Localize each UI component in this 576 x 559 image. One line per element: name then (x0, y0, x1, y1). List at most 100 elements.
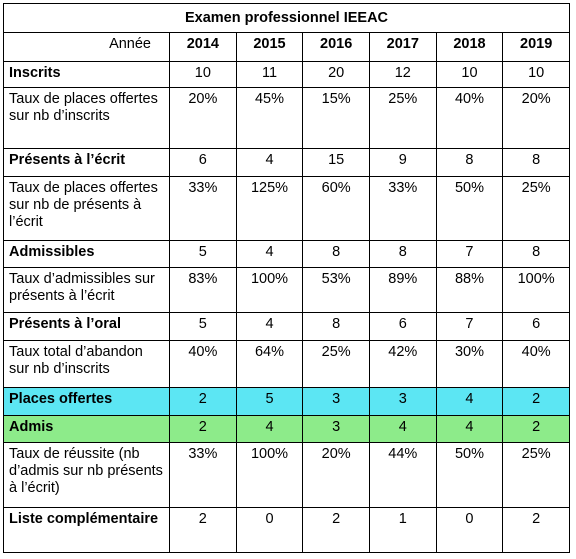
cell-value: 44% (368, 442, 437, 508)
cell-value: 10 (169, 61, 237, 88)
cell-value: 25% (502, 176, 570, 241)
cell-value: 50% (435, 176, 504, 241)
cell-value: 42% (368, 340, 437, 388)
header-row: Année 2014 2015 2016 2017 2018 2019 (3, 32, 570, 62)
table-row: Admissibles 5 4 8 8 7 8 (3, 240, 570, 268)
cell-value: 50% (435, 442, 504, 508)
cell-value: 33% (169, 442, 237, 508)
table-row: Taux de places offertes sur nb d’inscrit… (3, 87, 570, 149)
table-title: Examen professionnel IEEAC (3, 3, 570, 33)
cell-value: 100% (235, 442, 304, 508)
cell-value: 5 (169, 312, 237, 341)
cell-value: 20% (502, 87, 570, 149)
cell-value: 8 (435, 148, 504, 177)
cell-value: 4 (435, 387, 504, 416)
year-header: 2019 (502, 32, 570, 62)
year-header: 2015 (235, 32, 304, 62)
cell-value: 125% (235, 176, 304, 241)
cell-value: 4 (435, 415, 504, 443)
results-table: Examen professionnel IEEAC Année 2014 201… (3, 3, 570, 553)
table-body: Examen professionnel IEEAC Année 2014 201… (3, 3, 570, 553)
table-row: Présents à l’oral 5 4 8 6 7 6 (3, 312, 570, 341)
cell-value: 4 (235, 415, 304, 443)
cell-value: 20 (302, 61, 370, 88)
year-header: 2017 (368, 32, 437, 62)
cell-value: 12 (368, 61, 437, 88)
row-label: Taux de places offertes sur nb de présen… (3, 176, 170, 241)
cell-value: 45% (235, 87, 304, 149)
cell-value: 2 (502, 387, 570, 416)
cell-value: 4 (368, 415, 437, 443)
cell-value: 0 (435, 507, 504, 553)
cell-value: 2 (169, 415, 237, 443)
row-label: Taux total d’abandon sur nb d’inscrits (3, 340, 170, 388)
table-row: Taux d’admissibles sur présents à l’écri… (3, 267, 570, 313)
cell-value: 83% (169, 267, 237, 313)
cell-value: 8 (502, 148, 570, 177)
cell-value: 60% (302, 176, 370, 241)
cell-value: 10 (435, 61, 504, 88)
table-row: Taux de réussite (nb d’admis sur nb prés… (3, 442, 570, 508)
cell-value: 5 (235, 387, 304, 416)
cell-value: 40% (502, 340, 570, 388)
cell-value: 2 (502, 507, 570, 553)
cell-value: 2 (169, 387, 237, 416)
cell-value: 25% (502, 442, 570, 508)
table-row: Inscrits 10 11 20 12 10 10 (3, 61, 570, 88)
cell-value: 100% (502, 267, 570, 313)
cell-value: 3 (302, 387, 370, 416)
cell-value: 2 (502, 415, 570, 443)
cell-value: 8 (502, 240, 570, 268)
cell-value: 6 (502, 312, 570, 341)
row-label: Inscrits (3, 61, 170, 88)
cell-value: 10 (502, 61, 570, 88)
cell-value: 40% (169, 340, 237, 388)
table-row: Taux de places offertes sur nb de présen… (3, 176, 570, 241)
table-row: Présents à l’écrit 6 4 15 9 8 8 (3, 148, 570, 177)
row-label: Taux d’admissibles sur présents à l’écri… (3, 267, 170, 313)
row-label: Taux de places offertes sur nb d’inscrit… (3, 87, 170, 149)
row-label: Admis (3, 415, 170, 443)
cell-value: 8 (368, 240, 437, 268)
cell-value: 53% (302, 267, 370, 313)
cell-value: 5 (169, 240, 237, 268)
cell-value: 25% (302, 340, 370, 388)
cell-value: 7 (435, 312, 504, 341)
cell-value: 3 (302, 415, 370, 443)
cell-value: 11 (235, 61, 304, 88)
cell-value: 4 (235, 312, 304, 341)
header-label: Année (3, 32, 170, 62)
year-header: 2016 (302, 32, 370, 62)
row-label: Places offertes (3, 387, 170, 416)
cell-value: 25% (368, 87, 437, 149)
cell-value: 88% (435, 267, 504, 313)
cell-value: 1 (368, 507, 437, 553)
row-label: Présents à l’écrit (3, 148, 170, 177)
row-label: Liste complémentaire (3, 507, 170, 553)
cell-value: 9 (368, 148, 437, 177)
table-row: Admis 2 4 3 4 4 2 (3, 415, 570, 443)
table-row: Places offertes 2 5 3 3 4 2 (3, 387, 570, 416)
cell-value: 15 (302, 148, 370, 177)
cell-value: 40% (435, 87, 504, 149)
cell-value: 89% (368, 267, 437, 313)
cell-value: 2 (302, 507, 370, 553)
row-label: Admissibles (3, 240, 170, 268)
cell-value: 20% (169, 87, 237, 149)
cell-value: 7 (435, 240, 504, 268)
year-header: 2014 (169, 32, 237, 62)
cell-value: 15% (302, 87, 370, 149)
cell-value: 30% (435, 340, 504, 388)
table-row: Liste complémentaire 2 0 2 1 0 2 (3, 507, 570, 553)
title-row: Examen professionnel IEEAC (3, 3, 570, 33)
cell-value: 2 (169, 507, 237, 553)
cell-value: 4 (235, 240, 304, 268)
cell-value: 3 (368, 387, 437, 416)
cell-value: 8 (302, 240, 370, 268)
row-label: Présents à l’oral (3, 312, 170, 341)
cell-value: 0 (235, 507, 304, 553)
cell-value: 64% (235, 340, 304, 388)
cell-value: 100% (235, 267, 304, 313)
row-label: Taux de réussite (nb d’admis sur nb prés… (3, 442, 170, 508)
